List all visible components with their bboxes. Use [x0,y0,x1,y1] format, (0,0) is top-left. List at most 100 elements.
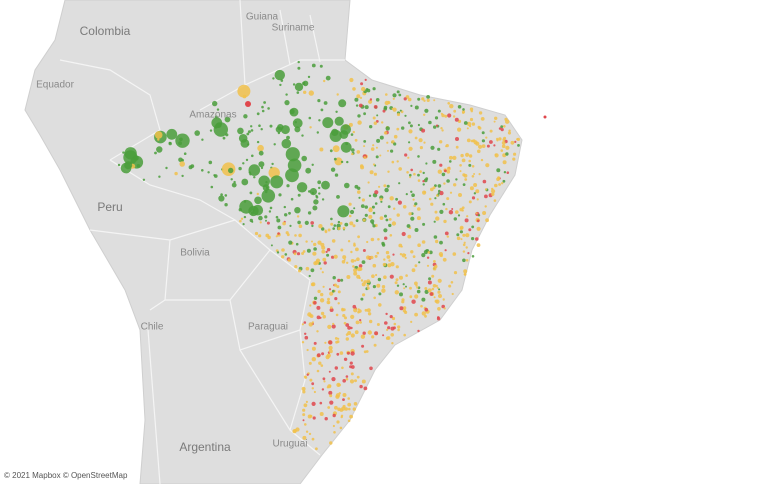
dot [382,334,385,337]
dot [355,247,359,252]
dot [321,198,325,201]
dot [260,128,263,131]
dot [296,252,301,256]
dot [254,196,262,205]
dot [320,364,324,367]
dot [439,140,443,144]
dot [316,353,321,358]
dot [258,234,262,238]
dot [476,198,479,201]
dot [286,135,290,140]
dot [354,138,358,142]
dot [218,195,225,202]
dot [388,218,392,221]
dot [422,180,425,183]
dot [344,182,350,189]
dot [271,162,274,166]
dot [437,109,441,113]
dot [363,350,367,354]
dot [366,284,370,287]
dot [464,178,468,181]
dot [303,321,307,324]
dot [313,242,317,247]
dot [371,274,375,279]
dot [401,231,406,237]
dot [468,159,472,163]
dot [348,214,352,218]
dot [455,145,459,149]
dot [434,116,439,120]
dot [224,116,231,123]
dot [328,370,331,373]
dot [323,79,326,83]
dot [514,140,517,143]
dot [347,397,351,400]
dot [378,292,382,296]
country-label: Paraguai [248,322,288,333]
dot [441,172,446,177]
dot [394,281,398,285]
dot [427,288,432,293]
dot [240,139,250,148]
dot [442,202,446,206]
dot [428,197,432,201]
dot [340,414,344,417]
dot [311,163,314,166]
dot [231,182,237,188]
dot [224,203,228,207]
dot [392,253,395,256]
dot [364,213,368,217]
dot [422,222,426,226]
dot [281,255,285,259]
dot [500,125,504,129]
dot [464,218,469,223]
dot [350,365,355,369]
dot [246,132,250,136]
dot [307,312,312,317]
dot [327,406,331,409]
dot [336,352,340,356]
dot [304,332,307,335]
dot [426,264,430,267]
dot [302,408,306,412]
dot [363,156,367,159]
dot [462,250,466,253]
dot [356,257,360,262]
dot [356,94,361,99]
dot [418,261,421,264]
dot [328,345,333,350]
dot [407,234,412,239]
dot [407,156,410,159]
dot [330,167,336,172]
dot [395,197,398,201]
dot [363,112,366,116]
dot [351,148,355,152]
dot [323,380,326,383]
dot [447,102,451,105]
dot [350,372,354,376]
dot [322,377,326,381]
dot [441,129,444,132]
dot [340,248,344,252]
dot [413,172,416,176]
dot [311,382,315,386]
dot [465,259,469,262]
dot [309,414,313,418]
dot [352,224,356,228]
dot [250,211,254,215]
dot [241,178,249,186]
dot [486,144,490,148]
dot [471,225,475,229]
dot [296,215,300,218]
dot [459,226,463,230]
dot [417,155,420,158]
dot [336,93,339,96]
dot [325,250,328,253]
dot [265,181,268,184]
dot [329,308,334,312]
dot [315,195,319,199]
dot [372,285,376,289]
dot [326,386,330,389]
dot [183,152,187,155]
dot [453,183,457,187]
